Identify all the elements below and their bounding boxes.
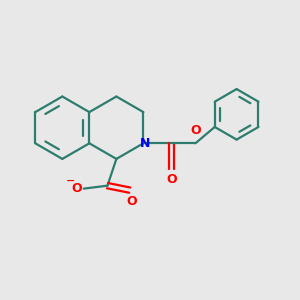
- Text: O: O: [166, 173, 177, 186]
- Text: N: N: [140, 137, 150, 150]
- Text: −: −: [66, 176, 76, 186]
- Text: O: O: [126, 196, 136, 208]
- Text: O: O: [190, 124, 201, 137]
- Text: O: O: [72, 182, 82, 195]
